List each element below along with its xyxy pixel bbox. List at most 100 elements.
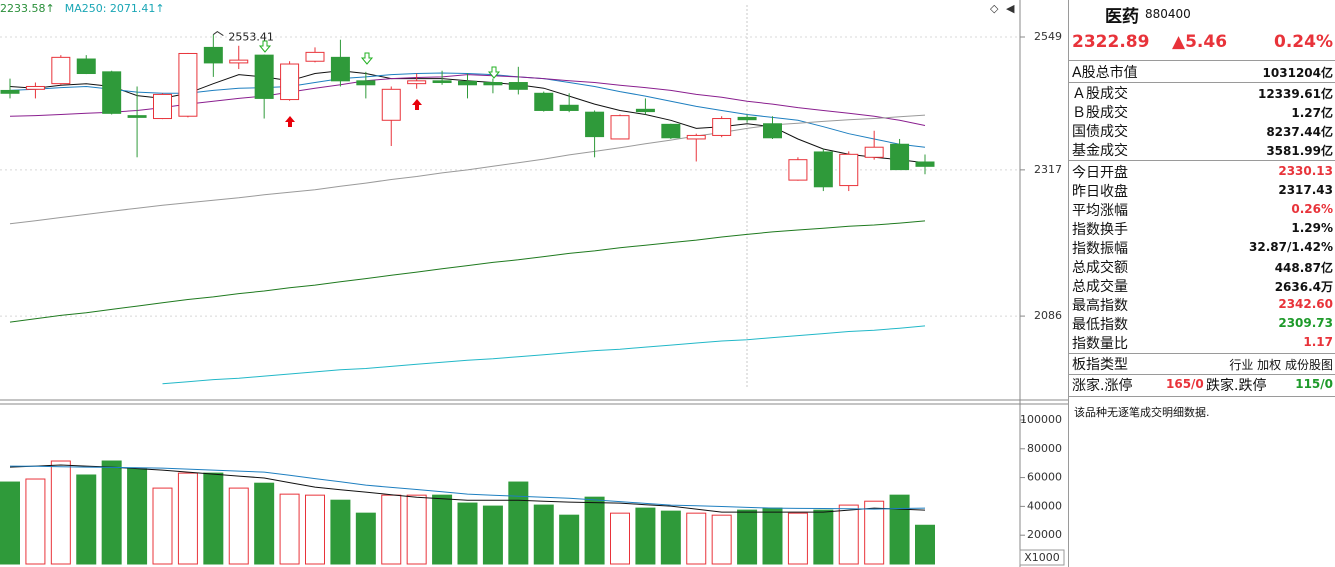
volume-bar	[330, 499, 351, 565]
volume-bar	[0, 481, 20, 565]
volume-bar	[254, 482, 275, 565]
volume-bar	[915, 524, 935, 565]
annotation-leader	[213, 30, 224, 37]
row-label: 最高指数	[1072, 298, 1128, 314]
row-label: 最低指数	[1072, 317, 1128, 333]
separator	[1069, 160, 1335, 161]
volume-bar	[660, 510, 681, 565]
volume-bar	[50, 460, 71, 565]
separator	[1069, 60, 1335, 61]
candle-body	[585, 111, 605, 138]
volume-bar	[381, 494, 402, 565]
y-tick-label: 80000	[1027, 442, 1062, 455]
row-label: 国债成交	[1072, 124, 1128, 140]
signal-arrow	[258, 40, 272, 53]
volume-bar	[610, 512, 630, 565]
legend-entry: 2233.58↑	[0, 2, 55, 15]
candle-body	[229, 59, 249, 64]
volume-bar	[177, 472, 198, 565]
price: 2322.89	[1072, 32, 1150, 52]
tool-icon[interactable]: ◇	[990, 2, 999, 15]
candle-body	[153, 93, 172, 120]
row-label: A股总市值	[1072, 65, 1138, 81]
candle-body	[102, 71, 122, 114]
signals	[258, 40, 501, 127]
ma-line	[9, 465, 926, 510]
candle-body	[127, 115, 147, 118]
separator	[1069, 353, 1335, 354]
candle-body	[864, 146, 884, 158]
y-tick-label: 2086	[1034, 309, 1062, 322]
volume-bar	[432, 494, 453, 565]
candle-body	[610, 115, 630, 140]
volume-bar	[686, 512, 707, 565]
row-label: 板指类型	[1072, 357, 1128, 373]
candle-body	[458, 80, 477, 86]
row-value: 2636.4万	[1274, 280, 1333, 294]
candle-body	[356, 80, 376, 86]
ma-line	[162, 325, 926, 385]
row-value: 115/0	[1295, 377, 1333, 391]
row-value: 1.29%	[1291, 221, 1333, 235]
volume-bar	[25, 478, 46, 565]
row-value: 2309.73	[1278, 316, 1333, 330]
y-tick-label: 20000	[1027, 528, 1062, 541]
tool-icon[interactable]: ◀	[1006, 2, 1015, 15]
ma-line	[9, 464, 926, 513]
y-tick-label: 40000	[1027, 499, 1062, 512]
volume-bar	[737, 509, 758, 565]
volume-bar	[508, 481, 529, 565]
candle-body	[737, 116, 757, 121]
change-pct: 0.24%	[1274, 32, 1333, 52]
volume-bar	[482, 505, 503, 565]
row-value: 0.26%	[1291, 202, 1333, 216]
candle-body	[559, 104, 579, 111]
candle-body	[381, 88, 401, 121]
signal-arrow	[360, 52, 374, 65]
row-value: 1.17	[1303, 335, 1333, 349]
candle-body	[51, 56, 71, 85]
signal-arrow	[285, 116, 295, 127]
candle-body	[76, 58, 96, 75]
info-panel: 医药 880400 2322.89 ▲5.46 0.24% A股总市值 10312…	[1068, 0, 1335, 567]
note: 该品种无逐笔成交明细数据.	[1074, 406, 1210, 419]
volume-bar	[101, 460, 122, 565]
row-value: 165/0	[1166, 377, 1204, 391]
row-label: 基金成交	[1072, 143, 1128, 159]
candle-body	[686, 134, 706, 140]
candle-body	[635, 108, 655, 113]
row-value: 1.27亿	[1291, 106, 1333, 120]
volume-bar	[762, 507, 783, 565]
candle-body	[407, 80, 427, 85]
candle-body	[534, 92, 554, 111]
row-label: 今日开盘	[1072, 165, 1128, 181]
candle-body	[280, 63, 300, 101]
volume-bar	[533, 504, 554, 565]
row-label: 指数量比	[1072, 336, 1128, 352]
volume-bar	[838, 504, 859, 565]
candle-body	[915, 161, 935, 167]
volume-bar	[406, 494, 427, 565]
row-label: 跌家.跌停	[1206, 378, 1267, 394]
volume-bar	[152, 487, 173, 565]
row-value: 12339.61亿	[1257, 87, 1333, 101]
row-value: 1031204亿	[1262, 66, 1333, 80]
row-label: 昨日收盘	[1072, 184, 1128, 200]
row-value: 2342.60	[1278, 297, 1333, 311]
volume-bar	[127, 468, 148, 565]
y-tick-label: 60000	[1027, 471, 1062, 484]
y-tick-label: 2317	[1034, 163, 1062, 176]
candle-body	[254, 54, 274, 99]
volume-bar	[813, 509, 834, 565]
candle-body	[839, 153, 859, 187]
volume-bar	[864, 500, 885, 565]
signal-arrow	[412, 99, 422, 110]
volume-bar	[228, 487, 249, 565]
legend-entry: MA250: 2071.41↑	[65, 2, 165, 15]
candle-body	[763, 123, 782, 139]
ma-line	[9, 114, 926, 225]
row-label: 总成交额	[1072, 260, 1128, 276]
row-value: 448.87亿	[1274, 261, 1333, 275]
y-tick-label: 100000	[1020, 413, 1062, 426]
row-label: 指数换手	[1072, 222, 1128, 238]
